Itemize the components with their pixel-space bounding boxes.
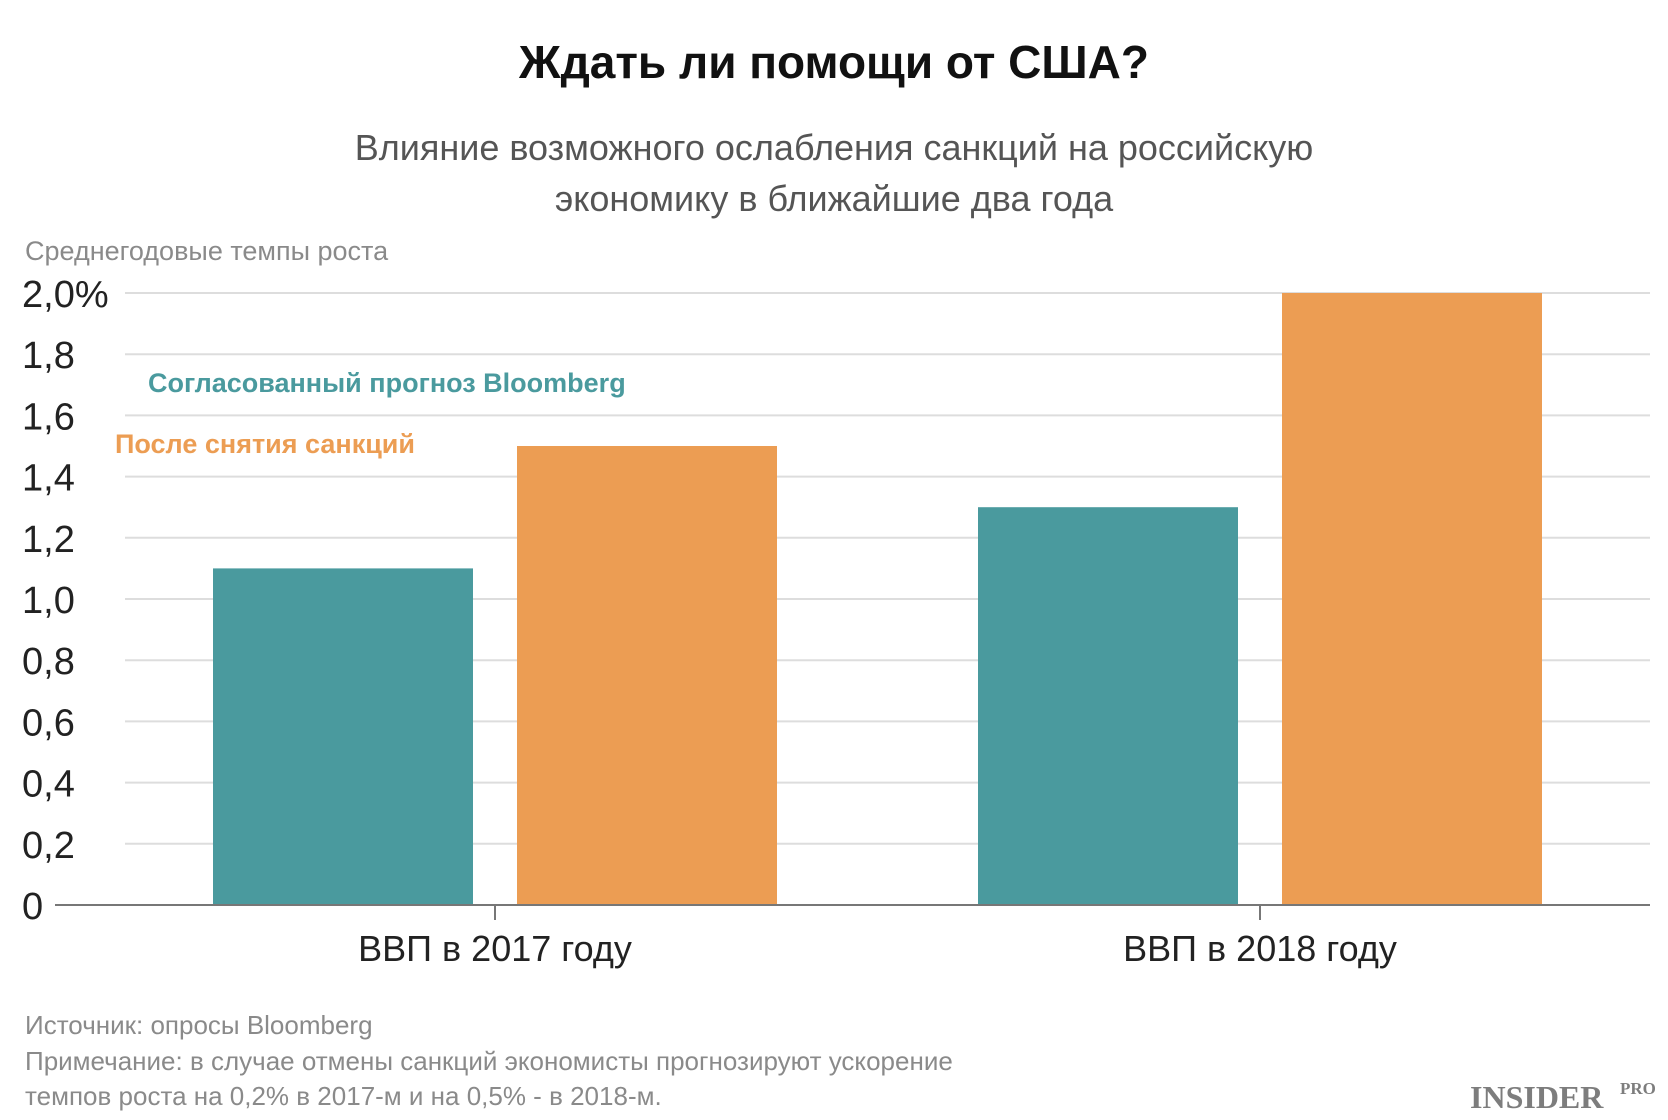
- y-tick-label: 1,2: [22, 519, 75, 561]
- y-tick-label: 0,2: [22, 825, 75, 867]
- y-tick-label: 0: [22, 886, 43, 928]
- insider-logo: INSIDER: [1470, 1079, 1604, 1115]
- y-axis-caption: Среднегодовые темпы роста: [25, 236, 389, 266]
- y-tick-label: 0,8: [22, 641, 75, 683]
- footnote-line-1: Примечание: в случае отмены санкций экон…: [25, 1046, 953, 1076]
- bar-bloomberg-0: [213, 568, 473, 905]
- legend-bloomberg-consensus: Согласованный прогноз Bloomberg: [148, 368, 626, 398]
- chart-subtitle-line-1: Влияние возможного ослабления санкций на…: [355, 127, 1314, 168]
- bars: [213, 293, 1542, 905]
- y-tick-label: 1,8: [22, 335, 75, 377]
- y-tick-label: 2,0%: [22, 274, 109, 316]
- chart-subtitle-line-2: экономику в ближайшие два года: [555, 178, 1114, 219]
- y-tick-label: 1,4: [22, 458, 75, 500]
- y-tick-label: 1,0: [22, 580, 75, 622]
- bar-bloomberg-1: [978, 507, 1238, 905]
- x-category-labels: ВВП в 2017 году ВВП в 2018 году: [358, 928, 1397, 969]
- y-tick-label: 0,6: [22, 702, 75, 744]
- x-category-label: ВВП в 2018 году: [1123, 928, 1397, 969]
- y-tick-label: 1,6: [22, 396, 75, 438]
- y-tick-labels: 0 0,2 0,4 0,6 0,8 1,0 1,2 1,4 1,6 1,8 2,0%: [22, 274, 109, 928]
- legend-after-sanctions: После снятия санкций: [115, 429, 415, 459]
- insider-logo-pro: PRO: [1620, 1079, 1656, 1098]
- bar-after-sanctions-1: [1282, 293, 1542, 905]
- x-axis: [55, 904, 1650, 920]
- chart-title: Ждать ли помощи от США?: [518, 36, 1149, 88]
- x-category-label: ВВП в 2017 году: [358, 928, 632, 969]
- source-note: Источник: опросы Bloomberg: [25, 1010, 373, 1040]
- bar-after-sanctions-0: [517, 446, 777, 905]
- footnote-line-2: темпов роста на 0,2% в 2017-м и на 0,5% …: [25, 1081, 662, 1111]
- y-tick-label: 0,4: [22, 764, 75, 806]
